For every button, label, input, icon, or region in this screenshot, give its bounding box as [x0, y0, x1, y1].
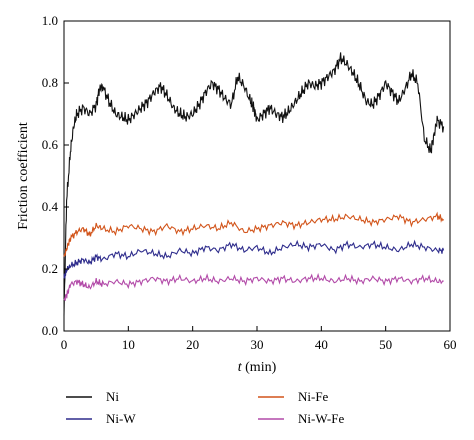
x-tick-label: 10 — [122, 337, 135, 352]
series-line-ni-w — [63, 239, 445, 279]
y-tick-label: 0.6 — [42, 137, 59, 152]
x-tick-label: 40 — [315, 337, 328, 352]
legend-label: Ni-W-Fe — [298, 411, 344, 426]
y-axis-label: Friction coefficient — [16, 122, 31, 230]
y-axis: 0.0 0.2 0.4 0.6 0.8 1.0 — [42, 13, 69, 338]
series-layer — [63, 52, 445, 316]
x-tick-label: 0 — [61, 337, 68, 352]
x-tick-label: 30 — [251, 337, 264, 352]
y-tick-label: 0.4 — [42, 199, 59, 214]
series-line-ni — [63, 52, 445, 316]
legend: Ni Ni-Fe Ni-W Ni-W-Fe — [66, 389, 344, 426]
x-axis: 0 10 20 30 40 50 60 — [61, 326, 457, 352]
x-axis-label-var: t — [238, 360, 243, 375]
series-line-ni-fe — [63, 211, 445, 257]
x-axis-label: t (min) — [238, 360, 277, 375]
x-tick-label: 50 — [379, 337, 392, 352]
x-tick-label: 20 — [186, 337, 199, 352]
y-tick-label: 0.8 — [42, 75, 58, 90]
x-tick-label: 60 — [444, 337, 457, 352]
y-tick-label: 0.2 — [42, 261, 58, 276]
x-axis-label-unit: (min) — [242, 360, 277, 375]
legend-label: Ni — [106, 389, 119, 404]
y-tick-label: 0.0 — [42, 323, 58, 338]
y-tick-label: 1.0 — [42, 13, 58, 28]
legend-label: Ni-W — [106, 411, 136, 426]
series-line-ni-w-fe — [63, 272, 444, 301]
legend-label: Ni-Fe — [298, 389, 329, 404]
